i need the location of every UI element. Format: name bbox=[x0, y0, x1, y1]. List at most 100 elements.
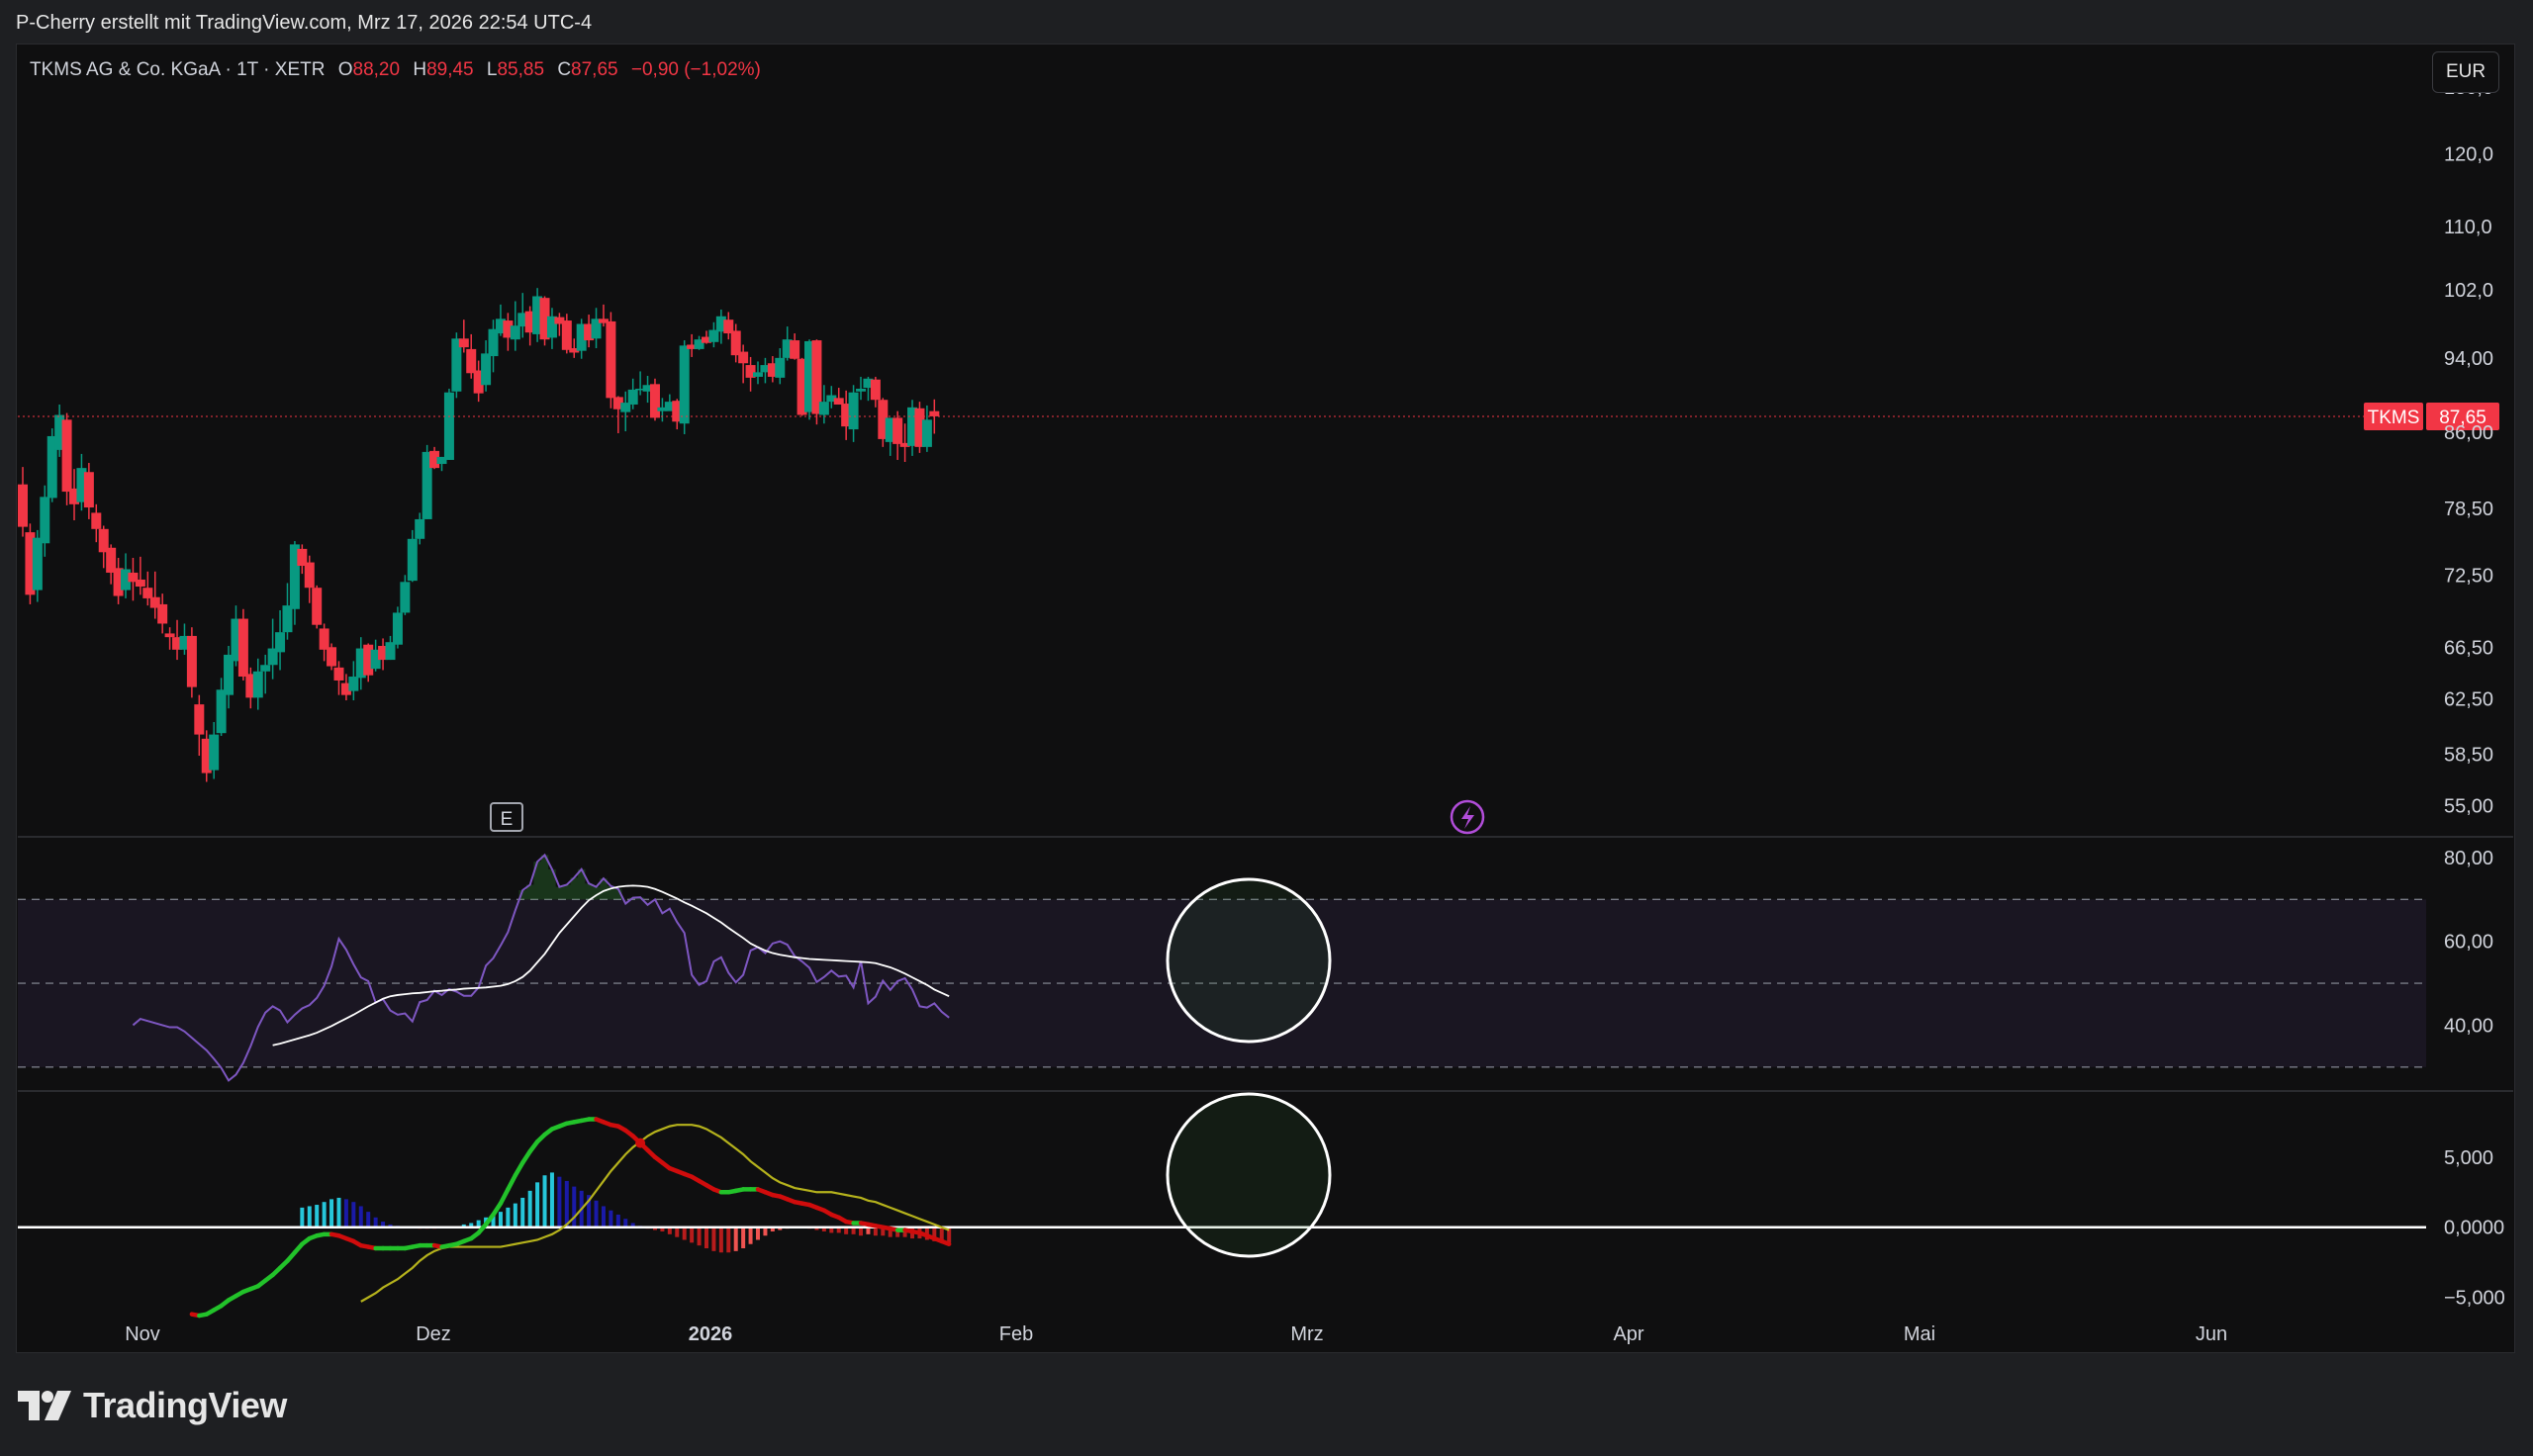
candle-body bbox=[576, 323, 587, 351]
candle-body bbox=[554, 317, 565, 324]
macd-line-segment bbox=[491, 1201, 504, 1218]
candle-body bbox=[694, 339, 704, 349]
macd-histogram-bar bbox=[770, 1227, 775, 1231]
macd-histogram-bar bbox=[557, 1176, 562, 1228]
price-axis-label: 86,00 bbox=[2444, 422, 2493, 444]
macd-histogram-bar bbox=[542, 1175, 547, 1228]
lightning-icon[interactable] bbox=[1450, 799, 1485, 835]
candle-body bbox=[135, 579, 145, 588]
currency-button[interactable]: EUR bbox=[2432, 51, 2499, 93]
earnings-marker-box bbox=[490, 802, 523, 832]
price-axis-label: 120,0 bbox=[2444, 144, 2493, 166]
macd-histogram-bar bbox=[373, 1217, 378, 1228]
candle-body bbox=[113, 568, 124, 596]
candle-body bbox=[841, 404, 852, 427]
tradingview-logo-icon bbox=[18, 1391, 71, 1420]
macd-histogram-bar bbox=[366, 1212, 371, 1228]
candle-body bbox=[378, 646, 389, 661]
candle-body bbox=[723, 319, 734, 334]
rsi-line bbox=[132, 853, 950, 1082]
macd-histogram-bar bbox=[697, 1227, 702, 1246]
candle-body bbox=[606, 320, 616, 399]
tradingview-logo[interactable]: TradingView bbox=[18, 1383, 287, 1428]
candle-body bbox=[701, 336, 711, 343]
candle-body bbox=[863, 378, 874, 389]
macd-cross-dot bbox=[635, 1138, 646, 1148]
candle-body bbox=[392, 612, 403, 645]
low-label: L bbox=[486, 59, 498, 80]
candle-body bbox=[231, 618, 241, 662]
candle-body bbox=[370, 649, 381, 670]
macd-histogram-bar bbox=[343, 1199, 348, 1228]
candle-body bbox=[672, 401, 683, 422]
symbol-description[interactable]: TKMS AG & Co. KGaA · 1T · XETR bbox=[30, 59, 326, 80]
candle-body bbox=[297, 548, 308, 567]
price-tag-ticker: TKMS bbox=[2368, 408, 2420, 428]
time-axis-label: Mrz bbox=[1290, 1323, 1323, 1345]
macd-histogram-bar bbox=[814, 1227, 819, 1230]
candle-body bbox=[40, 497, 50, 544]
candle-body bbox=[186, 635, 197, 687]
macd-line-segment bbox=[498, 1187, 511, 1206]
close-value: 87,65 bbox=[571, 59, 618, 80]
rsi-ma-line bbox=[272, 884, 950, 1046]
candle-body bbox=[237, 618, 248, 678]
macd-histogram-bar bbox=[718, 1227, 723, 1253]
candle-body bbox=[569, 348, 580, 353]
price-axis-label: 102,0 bbox=[2444, 280, 2493, 302]
macd-histogram-bar bbox=[748, 1227, 753, 1244]
price-axis-label: 66,50 bbox=[2444, 637, 2493, 659]
macd-histogram-bar bbox=[778, 1227, 783, 1230]
macd-histogram-bar bbox=[682, 1227, 687, 1240]
rsi-band-fill bbox=[18, 899, 2426, 1067]
ohlc-legend: TKMS AG & Co. KGaA · 1T · XETR O88,20 H8… bbox=[30, 59, 761, 81]
candle-body bbox=[106, 547, 117, 573]
macd-histogram-bar bbox=[615, 1214, 620, 1228]
candle-body bbox=[289, 544, 300, 609]
candle-body bbox=[157, 603, 168, 624]
candle-body bbox=[642, 385, 653, 392]
macd-histogram-bar bbox=[704, 1227, 708, 1248]
low-value: 85,85 bbox=[497, 59, 545, 80]
candle-body bbox=[209, 734, 220, 771]
candle-body bbox=[635, 388, 646, 391]
macd-highlight-circle bbox=[1166, 1092, 1332, 1258]
time-axis-label: Jun bbox=[2196, 1323, 2227, 1345]
candle-body bbox=[495, 318, 506, 334]
macd-histogram-bar bbox=[572, 1186, 577, 1228]
macd-histogram-bar bbox=[388, 1224, 393, 1228]
macd-histogram-bar bbox=[491, 1214, 496, 1228]
rsi-highlight-circle bbox=[1166, 877, 1332, 1044]
macd-histogram-bar bbox=[859, 1227, 864, 1236]
candle-body bbox=[664, 402, 675, 411]
candle-body bbox=[687, 344, 698, 349]
rsi-axis-label: 40,00 bbox=[2444, 1015, 2493, 1037]
candle-body bbox=[612, 397, 623, 410]
price-axis-label: 78,50 bbox=[2444, 499, 2493, 520]
high-label: H bbox=[413, 59, 427, 80]
tradingview-wordmark: TradingView bbox=[83, 1385, 287, 1425]
candle-body bbox=[797, 358, 807, 415]
lightning-icon-bolt bbox=[1461, 806, 1474, 829]
candle-body bbox=[546, 316, 557, 338]
macd-histogram-bar bbox=[844, 1227, 849, 1234]
candle-body bbox=[627, 389, 638, 405]
macd-histogram-bar bbox=[358, 1206, 363, 1228]
candle-body bbox=[18, 484, 28, 527]
candle-body bbox=[848, 392, 859, 430]
price-tag[interactable]: TKMS 87,65 bbox=[2364, 402, 2499, 430]
candle-body bbox=[267, 648, 278, 666]
candle-body bbox=[355, 648, 366, 679]
macd-histogram-bar bbox=[498, 1212, 503, 1228]
candle-body bbox=[804, 340, 815, 412]
macd-histogram-bar bbox=[932, 1227, 937, 1241]
candle-body bbox=[878, 400, 889, 439]
earnings-marker[interactable]: E bbox=[490, 802, 523, 832]
price-axis-label: 110,0 bbox=[2444, 217, 2492, 238]
rsi-axis-label: 60,00 bbox=[2444, 932, 2493, 954]
candle-body bbox=[216, 689, 227, 734]
macd-histogram-bar bbox=[381, 1222, 386, 1228]
candle-body bbox=[907, 407, 918, 446]
macd-histogram-bar bbox=[660, 1227, 665, 1231]
